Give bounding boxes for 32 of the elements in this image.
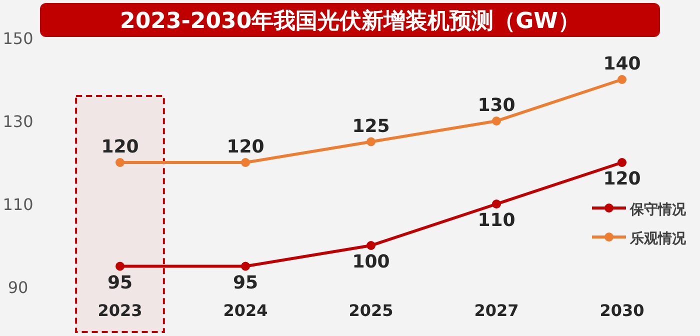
x-tick-label: 2025 xyxy=(348,301,394,320)
data-label: 110 xyxy=(478,210,516,231)
data-label: 95 xyxy=(107,272,133,294)
data-label: 140 xyxy=(603,54,641,74)
point xyxy=(116,262,124,271)
x-tick-label: 2024 xyxy=(223,301,268,320)
point xyxy=(618,75,626,84)
point xyxy=(366,137,376,146)
data-label: 120 xyxy=(603,168,641,190)
point xyxy=(492,200,501,208)
point xyxy=(492,116,501,126)
point xyxy=(366,241,376,250)
point xyxy=(618,158,626,167)
x-tick-label: 2023 xyxy=(98,301,142,320)
point xyxy=(241,262,250,271)
legend-label: 乐观情况 xyxy=(629,230,687,247)
y-tick-label: 130 xyxy=(2,112,34,131)
data-label: 125 xyxy=(352,116,390,137)
x-tick-label: 2030 xyxy=(600,301,644,320)
point xyxy=(116,158,124,167)
data-label: 100 xyxy=(352,252,390,272)
legend-label: 保守情况 xyxy=(629,201,687,218)
y-tick-label: 110 xyxy=(2,195,34,214)
data-label: 120 xyxy=(226,136,264,158)
y-tick-label: 150 xyxy=(2,29,34,48)
chart-title: 2023-2030年我国光伏新增装机预测（GW） xyxy=(120,8,580,34)
point xyxy=(241,158,250,167)
x-tick-label: 2027 xyxy=(474,301,519,320)
y-tick-label: 90 xyxy=(8,278,28,297)
data-label: 120 xyxy=(101,136,139,158)
data-label: 95 xyxy=(232,272,258,294)
data-label: 130 xyxy=(478,95,516,116)
